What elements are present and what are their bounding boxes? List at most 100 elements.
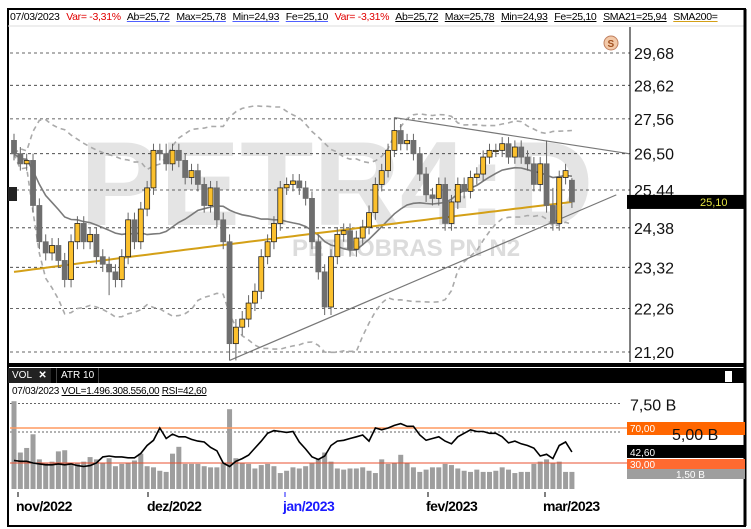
candle	[23, 153, 30, 171]
candle	[556, 170, 563, 231]
volume-bar	[163, 471, 169, 489]
volume-bar	[417, 471, 423, 489]
candle-body	[562, 170, 569, 178]
candle-body	[353, 237, 360, 250]
candle-body	[112, 271, 119, 280]
candle-body	[194, 170, 201, 185]
candle	[404, 133, 410, 151]
bollinger-lower	[13, 153, 573, 354]
legend-close[interactable]: Fe=25,10	[285, 11, 329, 23]
volume-bar	[455, 468, 461, 489]
candle-body	[486, 149, 493, 158]
x-label-dez: dez/2022	[147, 498, 202, 514]
candle	[467, 170, 474, 199]
candle-body	[118, 256, 125, 280]
candle	[524, 150, 531, 171]
candle	[391, 117, 398, 158]
candle-body	[188, 170, 195, 178]
candle	[30, 153, 36, 213]
candle-body	[252, 290, 258, 304]
volume-bar	[182, 463, 188, 489]
candle	[378, 163, 385, 192]
rsi-30-tag	[627, 459, 745, 469]
candle	[283, 177, 290, 195]
candle-body	[511, 146, 518, 158]
candle	[550, 187, 556, 231]
tab-atr-label: ATR 10	[61, 370, 95, 381]
volume-bar	[62, 450, 68, 489]
candle	[264, 234, 271, 265]
candle	[353, 230, 360, 257]
candle	[175, 143, 182, 168]
legend-min[interactable]: Min=24,93	[232, 11, 280, 23]
candle	[442, 177, 449, 231]
price-axis-label: 28,62	[634, 78, 674, 95]
candle	[17, 147, 24, 171]
candle-body	[239, 318, 246, 328]
candle-body	[125, 219, 132, 258]
candle	[397, 124, 404, 151]
vol-value[interactable]: VOL=1.496.308.556,00	[61, 386, 160, 397]
volume-bar	[100, 462, 106, 489]
candle	[334, 227, 341, 265]
volume-bar	[43, 462, 49, 489]
candle	[125, 212, 132, 265]
candle-body	[137, 208, 144, 243]
candle	[118, 249, 125, 288]
x-label-nov: nov/2022	[16, 498, 72, 514]
candle-body	[163, 153, 170, 165]
legend-open[interactable]: Ab=25,72	[126, 11, 170, 23]
legend-close-2[interactable]: Fe=25,10	[554, 11, 597, 23]
volume-bar	[360, 467, 366, 489]
legend-sma21[interactable]: SMA21=25,94	[603, 11, 667, 23]
rsi-value[interactable]: RSI=42,60	[161, 386, 207, 397]
candle-body	[556, 177, 563, 224]
volume-bar	[277, 473, 283, 489]
legend-max[interactable]: Max=25,78	[176, 11, 226, 23]
candle-body	[23, 160, 30, 165]
legend-max-2[interactable]: Max=25,78	[444, 11, 495, 23]
tab-vol[interactable]: VOL ✕	[8, 368, 51, 383]
volume-bar	[448, 465, 454, 489]
candle-body	[537, 163, 544, 185]
volume-bar	[157, 470, 163, 489]
volume-bar	[290, 467, 296, 489]
candle-body	[410, 139, 417, 155]
candle-body	[385, 149, 391, 172]
candle	[232, 319, 239, 361]
candle-body	[473, 173, 480, 178]
candle-body	[49, 245, 55, 254]
volume-bar	[176, 446, 182, 489]
legend-min-2[interactable]: Min=24,93	[500, 11, 548, 23]
candle-body	[11, 139, 17, 155]
candle	[290, 174, 296, 192]
candle	[385, 143, 391, 178]
candle-body	[131, 219, 138, 243]
x-label-jan: jan/2023	[283, 498, 335, 514]
tab-atr[interactable]: ATR 10	[56, 368, 100, 383]
expand-arrow-icon	[8, 187, 17, 201]
close-icon[interactable]: ✕	[38, 370, 47, 381]
candle-body	[302, 187, 309, 199]
volume-bar	[195, 463, 201, 489]
legend-open-2[interactable]: Ab=25,72	[395, 11, 439, 23]
trash-icon[interactable]	[725, 371, 732, 382]
volume-bar	[233, 458, 239, 489]
price-axis-label: 23,32	[634, 260, 674, 277]
legend-sma200[interactable]: SMA200=	[673, 11, 718, 23]
volume-bar	[334, 468, 340, 489]
candle	[201, 177, 208, 213]
volume-bar	[442, 463, 448, 489]
candle	[252, 283, 258, 312]
watermark-ticker: PETR4:D	[80, 117, 593, 251]
candle-body	[144, 187, 151, 210]
candle	[182, 153, 189, 185]
candle	[296, 174, 303, 195]
volume-bar	[30, 434, 36, 489]
candle-body	[36, 205, 43, 243]
candle	[11, 133, 17, 161]
volume-bar	[493, 470, 499, 489]
candle-body	[80, 223, 87, 243]
candle-body	[245, 302, 252, 320]
